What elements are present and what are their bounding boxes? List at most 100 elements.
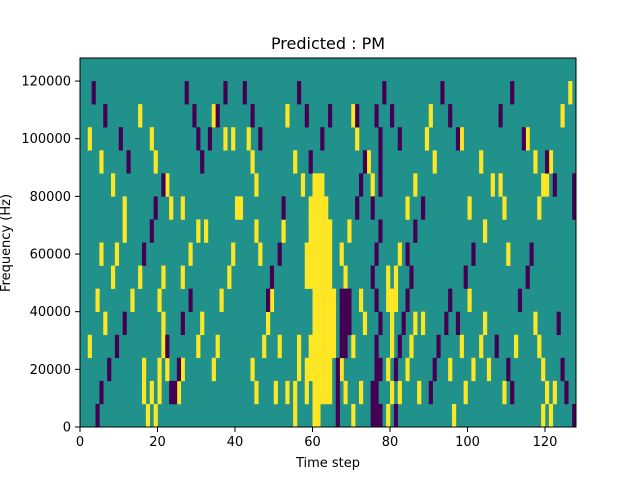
x-tick-label: 100 bbox=[455, 435, 480, 450]
heatmap-cell-high bbox=[533, 150, 538, 174]
heatmap-cell-low bbox=[347, 288, 352, 312]
heatmap-cell-low bbox=[494, 334, 499, 359]
heatmap-cell-high bbox=[359, 380, 364, 405]
heatmap-cell-high bbox=[169, 196, 174, 220]
heatmap-cell-low bbox=[529, 242, 534, 266]
heatmap-cell-high bbox=[502, 196, 507, 220]
heatmap-cell-low bbox=[572, 403, 577, 428]
heatmap-cell-low bbox=[572, 196, 577, 220]
y-axis: 0 20000 40000 60000 80000 100000 120000 bbox=[21, 75, 80, 436]
heatmap-cell-high bbox=[122, 196, 127, 220]
heatmap-cell-low bbox=[200, 150, 205, 174]
heatmap-cell-high bbox=[320, 380, 325, 405]
heatmap-cell-high bbox=[428, 104, 433, 128]
heatmap-cell-high bbox=[293, 380, 298, 405]
heatmap-cell-low bbox=[556, 311, 561, 336]
heatmap-cell-low bbox=[118, 127, 123, 151]
heatmap-cell-low bbox=[343, 288, 348, 312]
heatmap-cell-high bbox=[393, 265, 399, 289]
heatmap-cell-high bbox=[486, 357, 492, 382]
heatmap-cell-low bbox=[378, 150, 383, 174]
heatmap-cell-high bbox=[312, 288, 317, 312]
heatmap-cell-low bbox=[374, 357, 379, 382]
heatmap-cell-low bbox=[91, 81, 96, 105]
heatmap-cell-low bbox=[103, 104, 108, 128]
heatmap-cell-low bbox=[99, 380, 104, 405]
heatmap-cell-low bbox=[560, 357, 565, 382]
heatmap-cell-high bbox=[316, 219, 321, 243]
heatmap-cell-high bbox=[490, 173, 495, 197]
heatmap-cell-high bbox=[331, 334, 337, 359]
heatmap-cell-high bbox=[328, 334, 333, 359]
heatmap-cell-high bbox=[157, 380, 162, 405]
heatmap-cell-high bbox=[300, 173, 306, 197]
heatmap-cell-high bbox=[328, 242, 333, 266]
heatmap-cell-high bbox=[215, 334, 220, 359]
heatmap-cell-low bbox=[126, 150, 131, 174]
heatmap-cell-high bbox=[304, 242, 309, 266]
heatmap-cell-high bbox=[223, 127, 228, 151]
heatmap-cell-low bbox=[339, 334, 344, 359]
heatmap-cell-high bbox=[161, 311, 166, 336]
heatmap-cell-low bbox=[207, 127, 213, 151]
heatmap-cell-low bbox=[142, 242, 147, 266]
heatmap-cell-low bbox=[343, 311, 348, 336]
heatmap-cell-high bbox=[320, 173, 325, 197]
heatmap-cell-high bbox=[432, 150, 437, 174]
heatmap-cell-high bbox=[386, 288, 391, 312]
heatmap-cell-high bbox=[138, 265, 143, 289]
heatmap-cell-high bbox=[266, 311, 271, 336]
heatmap-cell-high bbox=[269, 288, 275, 312]
heatmap-cell-high bbox=[483, 311, 488, 336]
heatmap-cell-high bbox=[103, 311, 108, 336]
plot-area bbox=[79, 57, 577, 428]
heatmap-cell-high bbox=[331, 288, 337, 312]
heatmap-cell-high bbox=[498, 173, 503, 197]
heatmap-cell-high bbox=[537, 196, 542, 220]
heatmap-cell-high bbox=[324, 288, 329, 312]
heatmap-cell-low bbox=[304, 104, 309, 128]
heatmap-cell-high bbox=[467, 288, 472, 312]
heatmap-cell-low bbox=[440, 81, 445, 105]
heatmap-cell-high bbox=[467, 196, 472, 220]
heatmap-cell-high bbox=[312, 173, 317, 197]
heatmap-cell-low bbox=[390, 104, 395, 128]
heatmap-cell-low bbox=[281, 196, 286, 220]
heatmap-cell-high bbox=[320, 311, 325, 336]
heatmap-cell-high bbox=[405, 357, 410, 382]
heatmap-cell-low bbox=[184, 81, 189, 105]
heatmap-cell-low bbox=[382, 81, 387, 105]
heatmap-cell-high bbox=[324, 334, 329, 359]
heatmap-cell-high bbox=[316, 265, 321, 289]
heatmap-cell-high bbox=[157, 288, 162, 312]
heatmap-cell-low bbox=[455, 311, 461, 336]
heatmap-cell-low bbox=[266, 288, 271, 312]
heatmap-cell-low bbox=[378, 357, 383, 382]
y-tick-label: 60000 bbox=[30, 248, 71, 263]
heatmap-cell-low bbox=[370, 265, 375, 289]
heatmap-cell-high bbox=[227, 265, 232, 289]
heatmap-cell-low bbox=[258, 127, 263, 151]
heatmap-cell-high bbox=[235, 196, 240, 220]
heatmap-cell-low bbox=[339, 288, 344, 312]
heatmap-cell-low bbox=[347, 311, 352, 336]
heatmap-cell-high bbox=[320, 288, 325, 312]
heatmap-cell-high bbox=[328, 219, 333, 243]
heatmap-cell-high bbox=[320, 357, 325, 382]
heatmap-cell-low bbox=[432, 357, 437, 382]
heatmap-cell-low bbox=[428, 380, 433, 405]
heatmap-cell-high bbox=[479, 334, 484, 359]
heatmap-cell-high bbox=[153, 150, 158, 174]
heatmap-cell-high bbox=[312, 311, 317, 336]
heatmap-cell-high bbox=[250, 150, 255, 174]
heatmap-cell-high bbox=[405, 196, 410, 220]
heatmap-cell-high bbox=[545, 173, 550, 197]
heatmap-cell-high bbox=[273, 380, 278, 405]
heatmap-cell-low bbox=[378, 173, 383, 197]
y-tick-label: 0 bbox=[63, 421, 71, 436]
heatmap-cell-high bbox=[196, 219, 201, 243]
heatmap-cell-high bbox=[324, 219, 329, 243]
heatmap-cell-high bbox=[316, 242, 321, 266]
heatmap-cell-high bbox=[231, 127, 236, 151]
